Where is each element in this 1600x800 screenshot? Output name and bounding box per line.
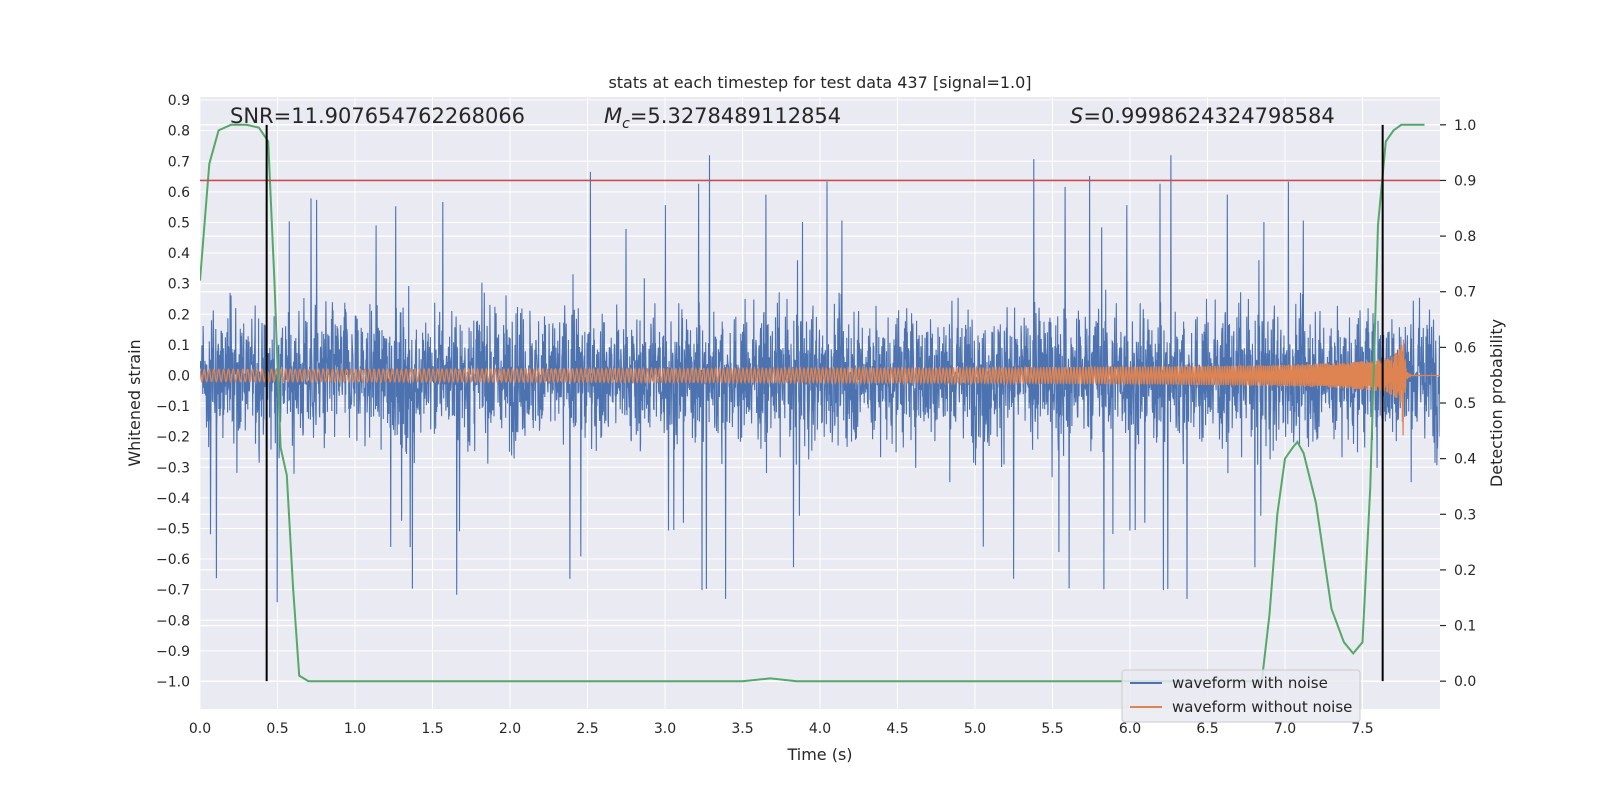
probability-line <box>200 123 1425 683</box>
y2-axis-label: Detection probability <box>1487 319 1506 487</box>
x-tick-label: 3.0 <box>654 721 676 737</box>
x-tick-label: 7.0 <box>1274 721 1296 737</box>
legend: waveform with noise waveform without noi… <box>1121 669 1361 723</box>
x-axis-label: Time (s) <box>786 745 852 764</box>
legend-box <box>1121 669 1361 723</box>
y-tick-label: −0.1 <box>156 399 190 415</box>
y-tick-label: 0.2 <box>168 307 190 323</box>
y-tick-label: 0.9 <box>168 93 190 109</box>
mc-subscript: c <box>622 116 630 132</box>
y-tick-label: 0.0 <box>168 368 190 384</box>
x-tick-label: 2.5 <box>576 721 598 737</box>
clean-waveform-line <box>200 339 1440 436</box>
x-tick-label: 3.5 <box>731 721 753 737</box>
y-tick-label: −0.6 <box>156 552 190 568</box>
legend-label-noise: waveform with noise <box>1172 674 1328 692</box>
x-tick-label: 4.5 <box>886 721 908 737</box>
series-waveform-without-noise <box>200 339 1440 436</box>
y2-tick-label: 0.0 <box>1454 674 1476 690</box>
y2-tick-label: 0.8 <box>1454 229 1476 245</box>
y-tick-label: 0.5 <box>168 215 190 231</box>
s-value: =0.9998624324798584 <box>1083 104 1334 128</box>
y2-ticks: 1.0 0.9 0.8 0.7 0.6 0.5 0.4 0.3 0.2 0.1 0.0 <box>1440 118 1476 690</box>
y-tick-label: 0.6 <box>168 185 190 201</box>
x-tick-label: 5.5 <box>1041 721 1063 737</box>
y2-tick-label: 1.0 <box>1454 118 1476 134</box>
s-symbol: S <box>1070 104 1083 128</box>
y-tick-label: −0.5 <box>156 521 190 537</box>
x-tick-label: 6.0 <box>1119 721 1141 737</box>
y-ticks: 0.9 0.8 0.7 0.6 0.5 0.4 0.3 0.2 0.1 0.0 −0.1 −0.2 −0… <box>156 93 190 690</box>
x-tick-label: 5.0 <box>964 721 986 737</box>
y2-tick-label: 0.4 <box>1454 452 1476 468</box>
y-tick-label: −0.8 <box>156 613 190 629</box>
series-detection-probability <box>200 123 1425 683</box>
annotation-chirp-mass: Mc=5.3278489112854 <box>604 104 841 132</box>
x-tick-label: 7.5 <box>1351 721 1373 737</box>
y-tick-label: 0.4 <box>168 246 190 262</box>
mc-symbol: M <box>604 104 622 128</box>
y2-tick-label: 0.3 <box>1454 507 1476 523</box>
y-tick-label: −0.3 <box>156 460 190 476</box>
legend-label-clean: waveform without noise <box>1172 698 1352 716</box>
mc-value: =5.3278489112854 <box>630 104 841 128</box>
y-tick-label: −0.7 <box>156 583 190 599</box>
y-axis-label: Whitened strain <box>125 339 144 466</box>
x-tick-label: 1.5 <box>421 721 443 737</box>
annotation-snr: SNR=11.907654762268066 <box>230 104 525 128</box>
y2-tick-label: 0.2 <box>1454 563 1476 579</box>
y2-tick-label: 0.1 <box>1454 619 1476 635</box>
y-tick-label: 0.7 <box>168 154 190 170</box>
annotation-score: S=0.9998624324798584 <box>1070 104 1335 128</box>
x-tick-label: 2.0 <box>499 721 521 737</box>
y2-tick-label: 0.7 <box>1454 285 1476 301</box>
y-tick-label: −0.4 <box>156 491 190 507</box>
y-tick-label: 0.3 <box>168 277 190 293</box>
y-tick-label: −0.2 <box>156 430 190 446</box>
overlays <box>200 124 1440 682</box>
y2-tick-label: 0.5 <box>1454 396 1476 412</box>
x-tick-label: 6.5 <box>1196 721 1218 737</box>
x-ticks: 0.0 0.5 1.0 1.5 2.0 2.5 3.0 3.5 4.0 4.5 5.0 5.5 6.0 6… <box>189 721 1374 737</box>
x-tick-label: 1.0 <box>344 721 366 737</box>
x-tick-label: 4.0 <box>809 721 831 737</box>
y-tick-label: 0.8 <box>168 124 190 140</box>
y-tick-label: −1.0 <box>156 674 190 690</box>
x-tick-label: 0.0 <box>189 721 211 737</box>
y-tick-label: −0.9 <box>156 644 190 660</box>
y2-tick-label: 0.6 <box>1454 340 1476 356</box>
y2-tick-label: 0.9 <box>1454 173 1476 189</box>
x-tick-label: 0.5 <box>266 721 288 737</box>
chart-title: stats at each timestep for test data 437… <box>608 73 1031 92</box>
y-tick-label: 0.1 <box>168 338 190 354</box>
